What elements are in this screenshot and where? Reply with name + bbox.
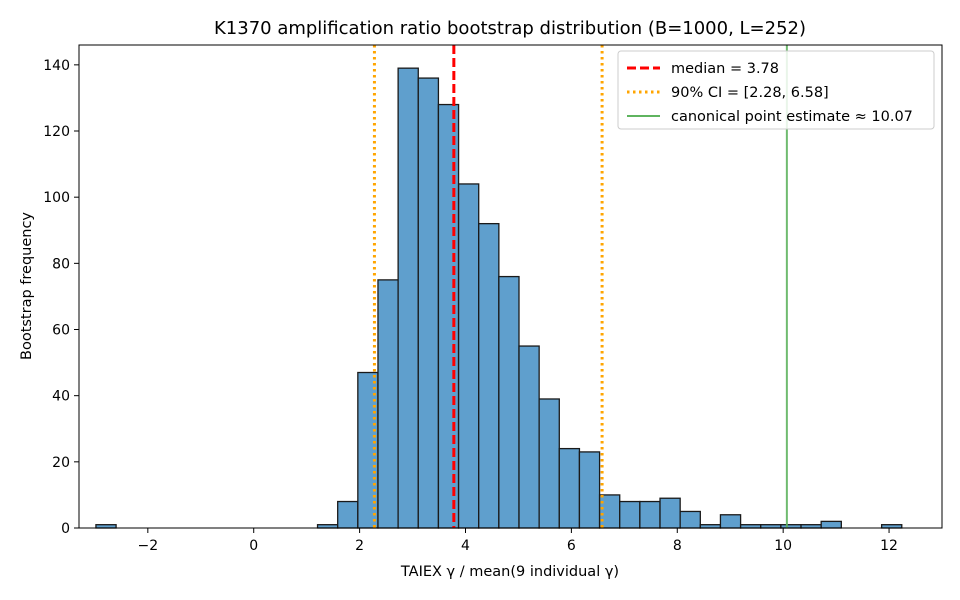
histogram-bar — [518, 345, 540, 529]
legend-label: median = 3.78 — [671, 61, 779, 77]
legend: median = 3.78 90% CI = [2.28, 6.58] canoni… — [617, 50, 935, 130]
plot-frame — [78, 44, 943, 529]
y-tick-label: 40 — [52, 389, 70, 405]
histogram-bar — [457, 183, 480, 529]
y-tick-label: 100 — [43, 190, 70, 206]
x-tick-label: −2 — [138, 538, 159, 554]
legend-box — [617, 50, 935, 130]
x-tick-label: 10 — [774, 538, 792, 554]
y-tick-label: 60 — [52, 323, 70, 339]
histogram-bar — [357, 371, 379, 529]
x-tick-label: 2 — [355, 538, 364, 554]
histogram-bar — [659, 497, 681, 529]
y-axis-title: Bootstrap frequency — [19, 212, 35, 360]
histogram-bar — [578, 451, 601, 529]
histogram-bar — [397, 67, 419, 529]
histogram-bar — [820, 520, 842, 529]
chart-title: K1370 amplification ratio bootstrap dist… — [214, 18, 806, 39]
y-tick-label: 120 — [43, 124, 70, 140]
histogram-bar — [619, 500, 641, 529]
x-tick-label: 8 — [673, 538, 682, 554]
y-tick-label: 20 — [52, 455, 70, 471]
x-tick-label: 12 — [880, 538, 898, 554]
histogram-bar — [639, 500, 661, 529]
histogram-bar — [598, 494, 621, 529]
histogram-bar — [478, 222, 500, 529]
histogram-bar — [719, 514, 742, 529]
y-tick-label: 140 — [43, 58, 70, 74]
y-tick-label: 80 — [52, 256, 70, 272]
histogram-bar — [679, 510, 701, 529]
x-tick-label: 4 — [461, 538, 470, 554]
x-axis-title: TAIEX γ / mean(9 individual γ) — [400, 564, 619, 580]
histogram-bar — [377, 279, 399, 529]
legend-label: 90% CI = [2.28, 6.58] — [671, 85, 829, 101]
histogram-bar — [498, 275, 520, 529]
x-tick-label: 0 — [249, 538, 258, 554]
y-tick-label: 0 — [61, 521, 70, 537]
histogram-bar — [417, 77, 440, 529]
histogram-bar — [558, 447, 581, 529]
x-tick-label: 6 — [567, 538, 576, 554]
bars-group — [95, 67, 903, 529]
legend-label: canonical point estimate ≈ 10.07 — [671, 109, 913, 125]
histogram-bar — [538, 398, 560, 529]
histogram-bar — [437, 103, 460, 529]
histogram-bar — [337, 500, 359, 529]
